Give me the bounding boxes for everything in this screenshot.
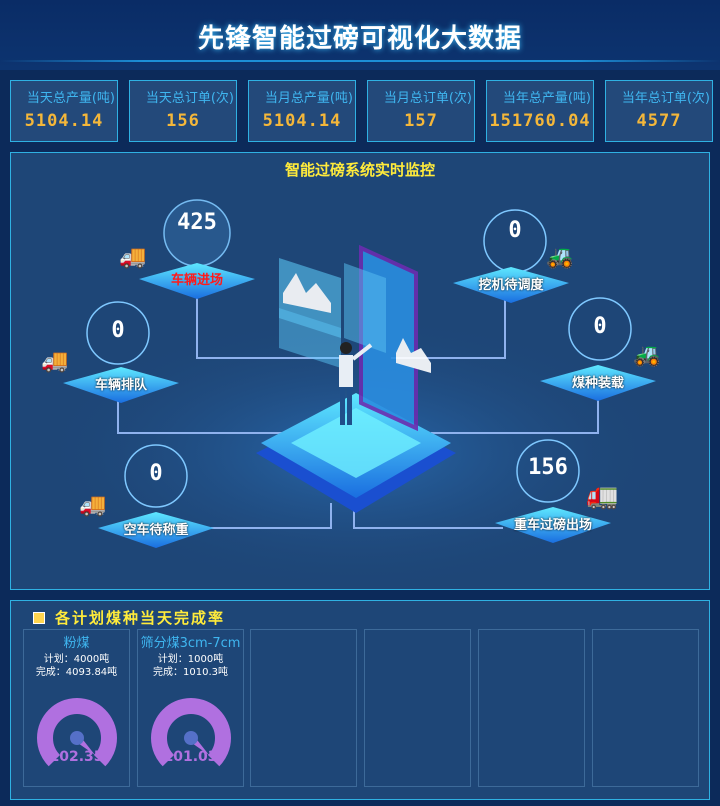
completion-card xyxy=(250,629,357,787)
node-label: 车辆排队 xyxy=(94,378,147,393)
excavator-icon: 🚜 xyxy=(546,245,574,270)
gauge-arc xyxy=(151,698,231,767)
page-title: 先锋智能过磅可视化大数据 xyxy=(197,24,522,54)
plan-amount: 计划：1000吨 xyxy=(157,654,224,665)
truck-icon: 🚚 xyxy=(41,349,69,374)
node-platform xyxy=(495,507,611,543)
ring-decoration xyxy=(568,297,632,361)
node-label: 空车待称重 xyxy=(123,523,189,538)
gauge xyxy=(151,698,231,767)
stat-label: 当天总产量(吨) xyxy=(26,91,115,106)
node-platform xyxy=(540,365,656,401)
node-value: 0 xyxy=(508,218,522,243)
stat-label: 当年总订单(次) xyxy=(621,91,710,106)
node-value: 0 xyxy=(149,461,163,486)
node-platform xyxy=(63,367,179,403)
header: 先锋智能过磅可视化大数据 xyxy=(0,0,720,70)
node-platform xyxy=(98,512,214,548)
gauge-arc xyxy=(37,698,117,767)
stat-card-year-output: 当年总产量(吨) 151760.04 xyxy=(486,80,594,142)
monitor-title: 智能过磅系统实时监控 xyxy=(284,161,435,179)
node-label: 煤种装载 xyxy=(571,376,624,391)
completion-card xyxy=(478,629,585,787)
stat-card-day-orders: 当天总订单(次) 156 xyxy=(129,80,237,142)
square-bullet-icon xyxy=(33,612,45,624)
stat-value: 151760.04 xyxy=(489,111,591,131)
completion-rate: 101.03 xyxy=(163,749,218,765)
node-value: 0 xyxy=(111,318,125,343)
done-amount: 完成：1010.3吨 xyxy=(153,667,228,678)
coal-type-name: 粉煤 xyxy=(63,636,90,651)
node-label: 挖机待调度 xyxy=(478,278,544,293)
gauge xyxy=(37,698,117,767)
stat-card-month-output: 当月总产量(吨) 5104.14 xyxy=(248,80,356,142)
completion-card xyxy=(364,629,471,787)
node-label: 重车过磅出场 xyxy=(513,518,592,533)
ring-decoration xyxy=(516,439,580,503)
node-value: 156 xyxy=(528,455,568,480)
node-value: 0 xyxy=(593,314,607,339)
ring-decoration xyxy=(86,301,150,365)
stat-value: 157 xyxy=(404,111,438,131)
excavator-icon: 🚜 xyxy=(633,343,661,368)
person-figure xyxy=(339,342,373,425)
completion-title-text: 各计划煤种当天完成率 xyxy=(55,609,226,627)
completion-card: 粉煤 计划：4000吨 完成：4093.84吨 102.35 xyxy=(23,629,130,787)
stat-label: 当年总产量(吨) xyxy=(502,91,591,106)
truck-icon: 🚚 xyxy=(79,493,107,518)
node-platform xyxy=(139,263,255,299)
connector-lines xyxy=(117,293,599,529)
ring-decoration xyxy=(124,444,188,508)
header-divider xyxy=(0,60,720,62)
stat-value: 4577 xyxy=(636,111,682,131)
plan-amount: 计划：4000吨 xyxy=(43,654,110,665)
dashboard-screens xyxy=(279,244,431,432)
stat-value: 5104.14 xyxy=(262,111,342,131)
gauge-hub xyxy=(70,731,84,745)
realtime-monitor-panel: 智能过磅系统实时监控 xyxy=(10,152,710,591)
loaded-truck-icon: 🚛 xyxy=(586,481,619,511)
node-platform xyxy=(453,267,569,303)
completion-card: 筛分煤3cm-7cm 计划：1000吨 完成：1010.3吨 101.03 xyxy=(137,629,244,787)
completion-rate: 102.35 xyxy=(49,749,104,765)
stat-value: 5104.14 xyxy=(24,111,104,131)
stat-card-year-orders: 当年总订单(次) 4577 xyxy=(605,80,713,142)
stat-card-day-output: 当天总产量(吨) 5104.14 xyxy=(10,80,118,142)
stat-label: 当月总订单(次) xyxy=(383,91,472,106)
done-amount: 完成：4093.84吨 xyxy=(35,667,118,678)
node-value: 425 xyxy=(177,210,217,235)
stat-card-month-orders: 当月总订单(次) 157 xyxy=(367,80,475,142)
gauge-hub xyxy=(184,731,198,745)
node-label: 车辆进场 xyxy=(170,273,223,288)
truck-icon: 🚚 xyxy=(119,245,147,270)
completion-panel: 各计划煤种当天完成率 粉煤 计划：4000吨 完成：4093.84吨 102.3… xyxy=(10,600,710,800)
completion-card xyxy=(592,629,699,787)
stat-value: 156 xyxy=(166,111,200,131)
stat-label: 当天总订单(次) xyxy=(145,91,234,106)
coal-type-name: 筛分煤3cm-7cm xyxy=(140,636,241,651)
stat-label: 当月总产量(吨) xyxy=(264,91,353,106)
completion-title: 各计划煤种当天完成率 xyxy=(33,607,225,628)
